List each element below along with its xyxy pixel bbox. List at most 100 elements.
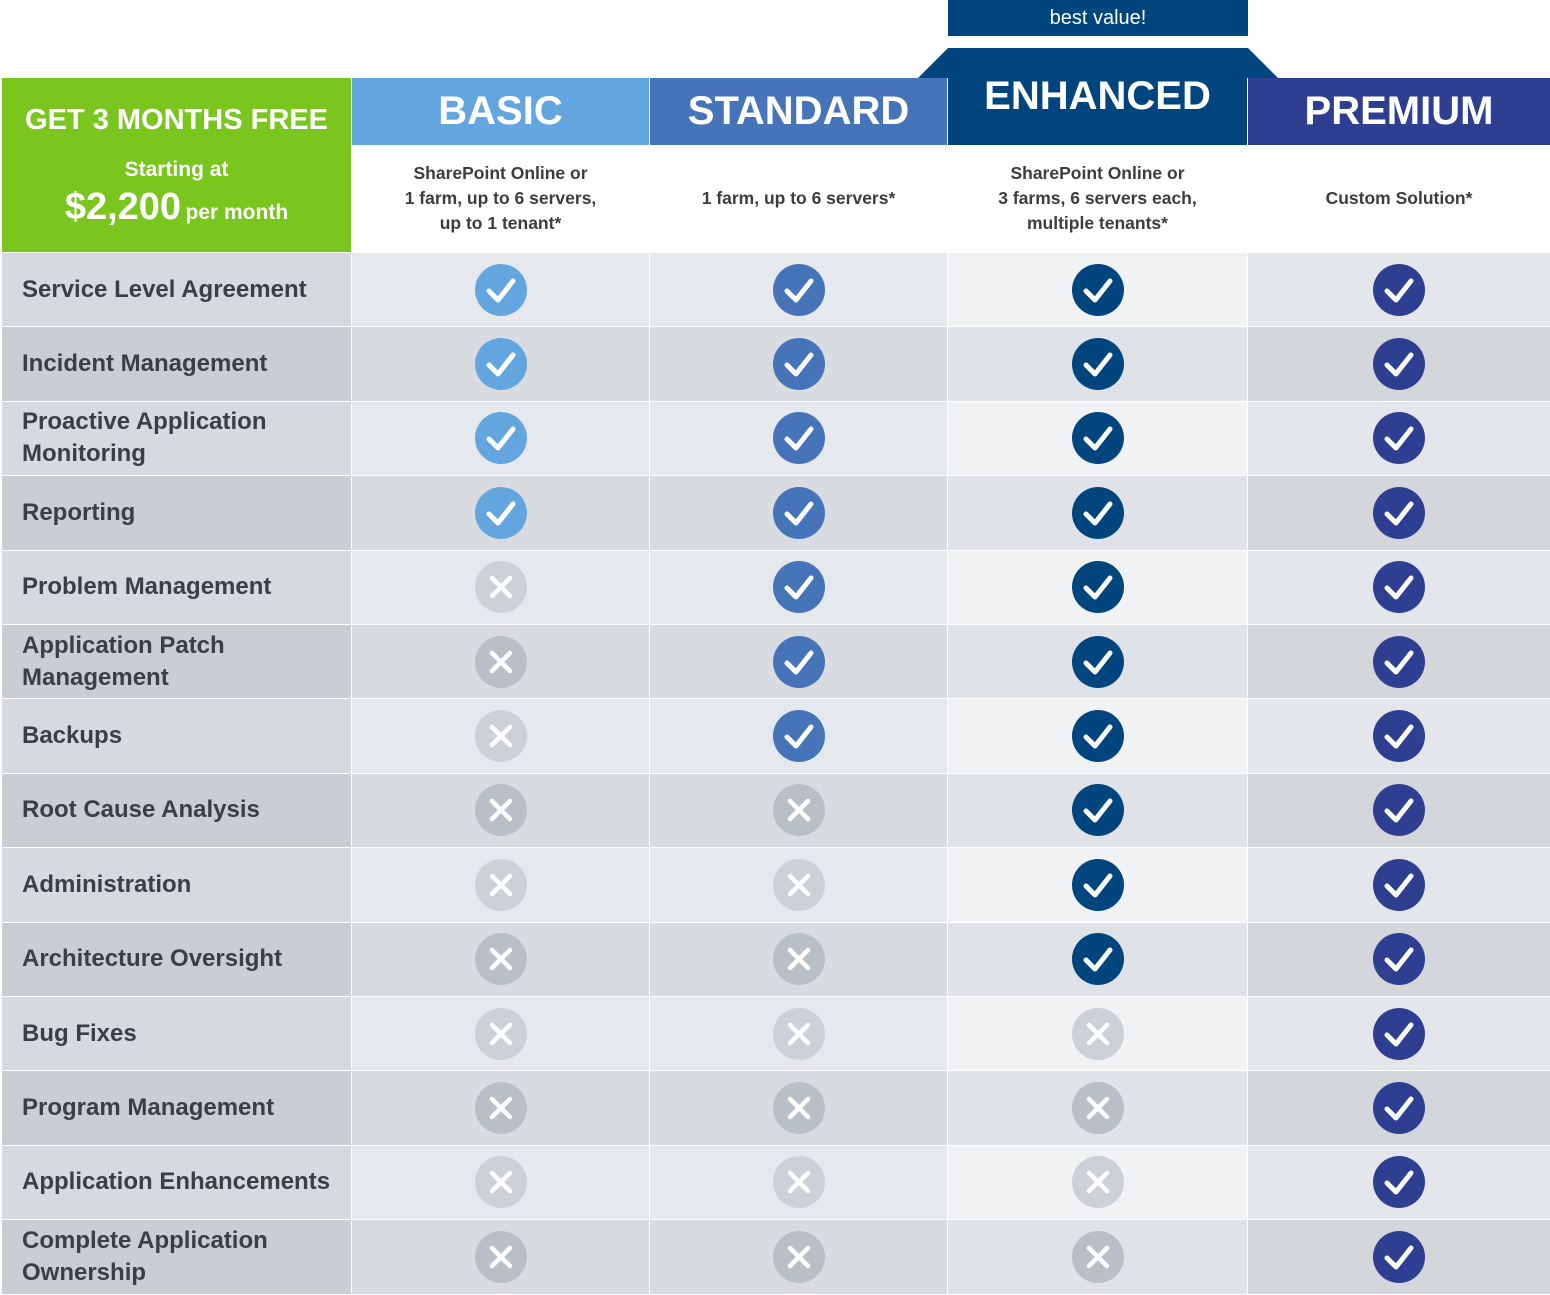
feature-cell-standard: [650, 1145, 947, 1220]
feature-cell-standard: [650, 1071, 947, 1145]
feature-cell-premium: [1248, 253, 1550, 327]
check-icon: [1071, 338, 1124, 391]
feature-cell-enhanced: [948, 327, 1247, 401]
feature-cell-premium: [1248, 550, 1550, 624]
feature-cell-standard: [650, 253, 947, 327]
check-icon: [1071, 858, 1124, 911]
feature-cell-premium: [1248, 1145, 1550, 1220]
cross-icon: [772, 1007, 825, 1060]
plan-header-enhanced: ENHANCED: [948, 48, 1247, 145]
feature-cell-standard: [650, 699, 947, 773]
plan-header-premium: PREMIUM: [1248, 78, 1550, 145]
feature-cell-premium: [1248, 699, 1550, 773]
feature-cell-premium: [1248, 401, 1550, 476]
check-icon: [1373, 561, 1425, 614]
check-icon: [1373, 486, 1425, 539]
check-icon: [772, 561, 825, 614]
check-icon: [1071, 561, 1124, 614]
promo-starting: Starting at: [124, 158, 229, 181]
check-icon: [1373, 858, 1425, 911]
check-icon: [1071, 710, 1124, 763]
cross-icon: [474, 933, 527, 986]
feature-label: Program Management: [2, 1071, 351, 1145]
feature-label: Application Enhancements: [2, 1145, 351, 1220]
cross-icon: [772, 1156, 825, 1209]
feature-cell-standard: [650, 848, 947, 922]
feature-cell-basic: [352, 922, 649, 996]
feature-label: Architecture Oversight: [2, 922, 351, 996]
feature-cell-premium: [1248, 327, 1550, 401]
feature-cell-premium: [1248, 922, 1550, 996]
feature-cell-basic: [352, 1071, 649, 1145]
feature-cell-basic: [352, 550, 649, 624]
feature-cell-standard: [650, 625, 947, 699]
feature-label: Reporting: [2, 476, 351, 550]
plan-description-premium: Custom Solution*: [1248, 145, 1550, 252]
cross-icon: [474, 1007, 527, 1060]
feature-label: Bug Fixes: [2, 997, 351, 1071]
feature-label: Application Patch Management: [2, 625, 351, 699]
feature-cell-basic: [352, 997, 649, 1071]
feature-cell-standard: [650, 550, 947, 624]
cross-icon: [772, 784, 825, 837]
check-icon: [474, 263, 527, 316]
cross-icon: [1071, 1082, 1124, 1135]
check-icon: [1373, 1230, 1425, 1283]
check-icon: [1373, 338, 1425, 391]
feature-cell-basic: [352, 327, 649, 401]
feature-label: Backups: [2, 699, 351, 773]
check-icon: [772, 263, 825, 316]
feature-cell-standard: [650, 773, 947, 848]
promo-box: GET 3 MONTHS FREE Starting at $2,200 per…: [2, 78, 351, 252]
check-icon: [1373, 1007, 1425, 1060]
feature-cell-basic: [352, 401, 649, 476]
cross-icon: [474, 635, 527, 688]
feature-cell-standard: [650, 1220, 947, 1294]
check-icon: [772, 710, 825, 763]
check-icon: [1373, 1156, 1425, 1209]
check-icon: [1373, 710, 1425, 763]
feature-cell-premium: [1248, 625, 1550, 699]
feature-cell-basic: [352, 476, 649, 550]
feature-cell-enhanced: [948, 922, 1247, 996]
check-icon: [1373, 1082, 1425, 1135]
cross-icon: [474, 1156, 527, 1209]
feature-cell-enhanced: [948, 997, 1247, 1071]
check-icon: [1071, 933, 1124, 986]
feature-cell-enhanced: [948, 699, 1247, 773]
feature-cell-premium: [1248, 848, 1550, 922]
feature-cell-enhanced: [948, 1071, 1247, 1145]
feature-cell-premium: [1248, 773, 1550, 848]
feature-cell-basic: [352, 1145, 649, 1220]
check-icon: [1373, 412, 1425, 465]
check-icon: [1373, 635, 1425, 688]
feature-cell-basic: [352, 1220, 649, 1294]
feature-cell-standard: [650, 327, 947, 401]
cross-icon: [474, 1230, 527, 1283]
check-icon: [1071, 486, 1124, 539]
check-icon: [772, 486, 825, 539]
feature-cell-enhanced: [948, 625, 1247, 699]
feature-cell-basic: [352, 253, 649, 327]
feature-label: Incident Management: [2, 327, 351, 401]
promo-per: per month: [185, 201, 289, 224]
plan-description-basic: SharePoint Online or 1 farm, up to 6 ser…: [352, 145, 649, 252]
feature-cell-basic: [352, 625, 649, 699]
check-icon: [474, 338, 527, 391]
feature-cell-standard: [650, 476, 947, 550]
cross-icon: [772, 933, 825, 986]
check-icon: [1071, 635, 1124, 688]
check-icon: [772, 412, 825, 465]
cross-icon: [474, 784, 527, 837]
feature-cell-enhanced: [948, 476, 1247, 550]
feature-cell-enhanced: [948, 1145, 1247, 1220]
check-icon: [772, 635, 825, 688]
feature-label: Root Cause Analysis: [2, 773, 351, 848]
feature-label: Administration: [2, 848, 351, 922]
check-icon: [1373, 263, 1425, 316]
feature-label: Complete Application Ownership: [2, 1220, 351, 1294]
cross-icon: [772, 1082, 825, 1135]
feature-cell-premium: [1248, 1071, 1550, 1145]
promo-headline: GET 3 MONTHS FREE: [25, 104, 328, 136]
feature-cell-premium: [1248, 1220, 1550, 1294]
